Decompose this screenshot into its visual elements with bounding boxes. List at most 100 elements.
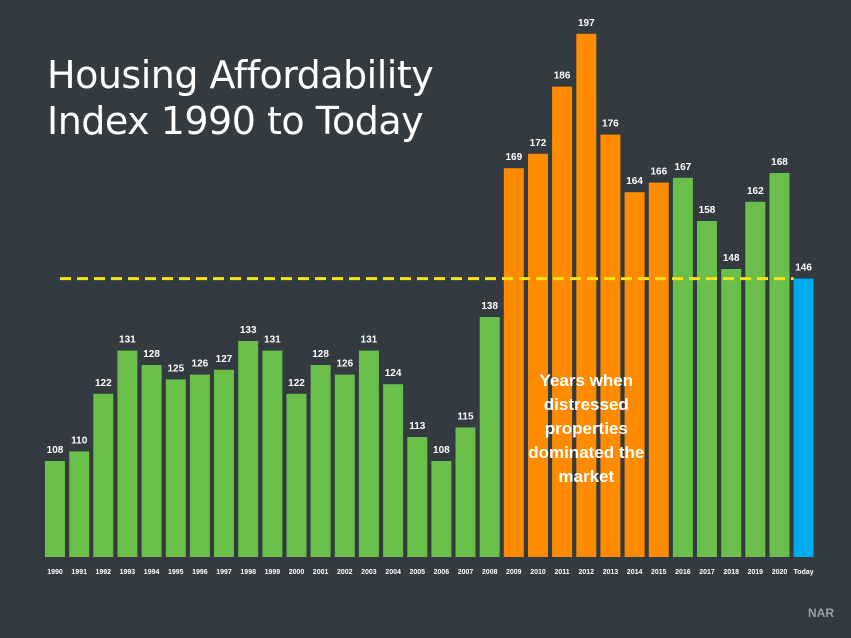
bar-2013 [600,134,621,557]
tick-label-1990: 1990 [47,569,63,576]
bar-2003 [358,350,379,557]
bar-1995 [165,379,186,557]
annotation-line-2: distressed [544,395,629,414]
value-label-2011: 186 [554,71,571,82]
bar-2019 [745,201,766,558]
tick-label-2004: 2004 [385,569,401,576]
bar-1998 [238,341,259,557]
value-label-2020: 168 [771,157,788,168]
value-label-2001: 128 [312,349,329,360]
bar-1997 [214,369,234,557]
tick-label-2015: 2015 [651,569,667,576]
chart-title: Housing Affordability Index 1990 to Toda… [47,52,434,144]
bar-1993 [117,350,138,557]
tick-label-2011: 2011 [555,569,570,576]
tick-label-1991: 1991 [71,569,87,576]
value-label-2003: 131 [361,335,378,346]
tick-label-2013: 2013 [603,569,619,576]
bar-2012 [576,33,597,558]
value-label-2008: 138 [481,301,498,312]
annotation-line-4: dominated the [528,443,644,462]
title-line-2: Index 1990 to Today [47,99,424,143]
value-label-2014: 164 [626,176,643,187]
annotation-line-5: market [558,467,614,486]
bar-2002 [334,374,355,557]
value-label-Today: 146 [795,263,812,274]
tick-label-2007: 2007 [458,569,474,576]
value-label-2007: 115 [457,411,474,422]
tick-label-2020: 2020 [772,569,788,576]
value-label-2013: 176 [602,119,619,130]
value-label-2002: 126 [336,359,353,370]
value-label-1993: 131 [119,335,136,346]
tick-label-2001: 2001 [313,569,329,576]
bar-2000 [286,393,307,557]
tick-label-2017: 2017 [699,569,715,576]
value-label-2016: 167 [675,162,692,173]
bar-1996 [189,374,210,557]
bar-2001 [310,365,331,557]
value-label-2018: 148 [723,253,740,264]
tick-label-2000: 2000 [289,569,305,576]
bar-2010 [528,153,548,558]
tick-label-2008: 2008 [482,569,498,576]
tick-label-1998: 1998 [240,569,256,576]
value-label-1996: 126 [192,359,209,370]
source-label: NAR [808,606,834,620]
value-label-1999: 131 [264,335,281,346]
bar-2016 [672,177,693,558]
value-label-2000: 122 [288,378,305,389]
tick-label-2019: 2019 [748,569,764,576]
value-label-2017: 158 [699,205,716,216]
value-label-1997: 127 [216,354,233,365]
bar-2009 [503,168,524,557]
value-label-1998: 133 [240,325,257,336]
tick-label-1994: 1994 [144,569,160,576]
value-label-2004: 124 [385,368,402,379]
value-label-1992: 122 [95,378,112,389]
tick-label-2016: 2016 [675,569,691,576]
tick-label-1996: 1996 [192,569,208,576]
bar-Today [793,278,814,557]
value-label-1991: 110 [71,435,88,446]
value-label-2015: 166 [650,167,667,178]
bar-2004 [383,384,404,557]
tick-label-2009: 2009 [506,569,522,576]
tick-label-1999: 1999 [265,569,281,576]
bar-1994 [141,365,162,557]
tick-label-1995: 1995 [168,569,184,576]
value-label-2006: 108 [433,445,450,456]
annotation-line-3: properties [545,419,628,438]
tick-label-2012: 2012 [579,569,595,576]
bar-2014 [624,192,645,557]
bar-2006 [431,461,452,557]
bar-1999 [262,350,283,557]
bar-2008 [479,317,500,557]
annotation-line-1: Years when [540,371,634,390]
bar-2005 [407,437,428,557]
bar-1992 [93,393,114,557]
tick-label-2018: 2018 [723,569,739,576]
bar-1990 [45,461,65,557]
value-label-2010: 172 [530,138,547,149]
bar-1991 [69,451,90,557]
title-line-1: Housing Affordability [47,53,434,97]
tick-label-2003: 2003 [361,569,377,576]
bar-2015 [648,182,669,557]
tick-label-1997: 1997 [216,569,232,576]
bar-2018 [721,269,742,557]
tick-label-2010: 2010 [530,569,546,576]
value-label-1994: 128 [143,349,160,360]
value-label-2009: 169 [505,152,522,163]
tick-label-2005: 2005 [410,569,426,576]
tick-label-2002: 2002 [337,569,353,576]
tick-label-1993: 1993 [120,569,136,576]
bar-2011 [552,86,573,557]
tick-label-Today: Today [794,569,814,576]
value-label-2019: 162 [747,186,764,197]
value-label-2005: 113 [409,421,426,432]
value-label-1995: 125 [167,363,184,374]
value-label-2012: 197 [578,18,595,29]
bar-2017 [697,221,717,557]
